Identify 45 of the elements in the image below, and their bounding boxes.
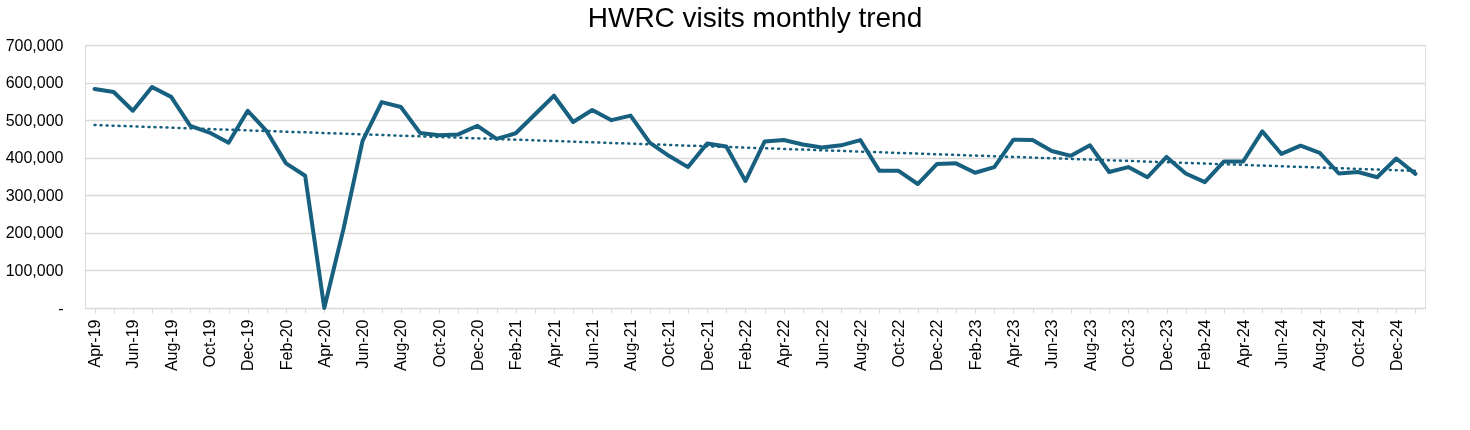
x-tick-label: Aug-19 bbox=[162, 319, 180, 372]
x-tick-label: Dec-19 bbox=[239, 319, 257, 372]
x-tick-label: Apr-23 bbox=[1004, 319, 1022, 368]
x-tick-label: Feb-20 bbox=[277, 319, 295, 371]
x-tick-label: Dec-23 bbox=[1158, 319, 1176, 372]
x-tick-label: Aug-20 bbox=[392, 319, 410, 372]
x-tick-label: Jun-22 bbox=[813, 319, 831, 369]
x-tick-label: Dec-21 bbox=[698, 319, 716, 372]
x-tick-label: Oct-21 bbox=[660, 319, 678, 368]
x-tick-label: Dec-22 bbox=[928, 319, 946, 372]
x-tick-label: Apr-19 bbox=[86, 319, 104, 368]
x-tick-label: Jun-19 bbox=[124, 319, 142, 369]
y-tick-label: 300,000 bbox=[5, 186, 64, 204]
x-tick-label: Apr-22 bbox=[775, 319, 793, 368]
x-tick-label: Jun-24 bbox=[1272, 319, 1290, 369]
y-tick-label: 600,000 bbox=[5, 74, 64, 92]
x-tick-label: Oct-19 bbox=[200, 319, 218, 368]
y-tick-label: 700,000 bbox=[5, 36, 64, 54]
x-tick-label: Apr-24 bbox=[1234, 319, 1252, 368]
x-tick-label: Aug-22 bbox=[851, 319, 869, 372]
y-tick-label: 500,000 bbox=[5, 111, 64, 129]
x-tick-label: Apr-21 bbox=[545, 319, 563, 368]
x-tick-label: Oct-24 bbox=[1349, 319, 1367, 368]
y-tick-label: 200,000 bbox=[5, 224, 64, 242]
x-tick-label: Aug-24 bbox=[1311, 319, 1329, 372]
x-tick-label: Aug-21 bbox=[622, 319, 640, 372]
x-tick-label: Feb-24 bbox=[1196, 319, 1214, 371]
x-tick-label: Feb-22 bbox=[736, 319, 754, 371]
x-tick-label: Apr-20 bbox=[315, 319, 333, 368]
x-tick-label: Feb-23 bbox=[966, 319, 984, 371]
x-tick-label: Oct-22 bbox=[890, 319, 908, 368]
x-tick-label: Jun-21 bbox=[583, 319, 601, 369]
x-tick-label: Dec-24 bbox=[1387, 319, 1405, 372]
x-tick-label: Jun-20 bbox=[354, 319, 372, 369]
chart-title: HWRC visits monthly trend bbox=[587, 2, 923, 33]
y-tick-label: 400,000 bbox=[5, 149, 64, 167]
x-tick-label: Dec-20 bbox=[468, 319, 486, 372]
x-tick-label: Oct-20 bbox=[430, 319, 448, 368]
x-tick-label: Feb-21 bbox=[507, 319, 525, 371]
x-tick-label: Oct-23 bbox=[1119, 319, 1137, 368]
y-tick-label: 100,000 bbox=[5, 261, 64, 279]
line-series bbox=[92, 85, 1418, 310]
y-tick-label: - bbox=[58, 299, 64, 317]
x-tick-label: Jun-23 bbox=[1043, 319, 1061, 369]
x-tick-label: Aug-23 bbox=[1081, 319, 1099, 372]
